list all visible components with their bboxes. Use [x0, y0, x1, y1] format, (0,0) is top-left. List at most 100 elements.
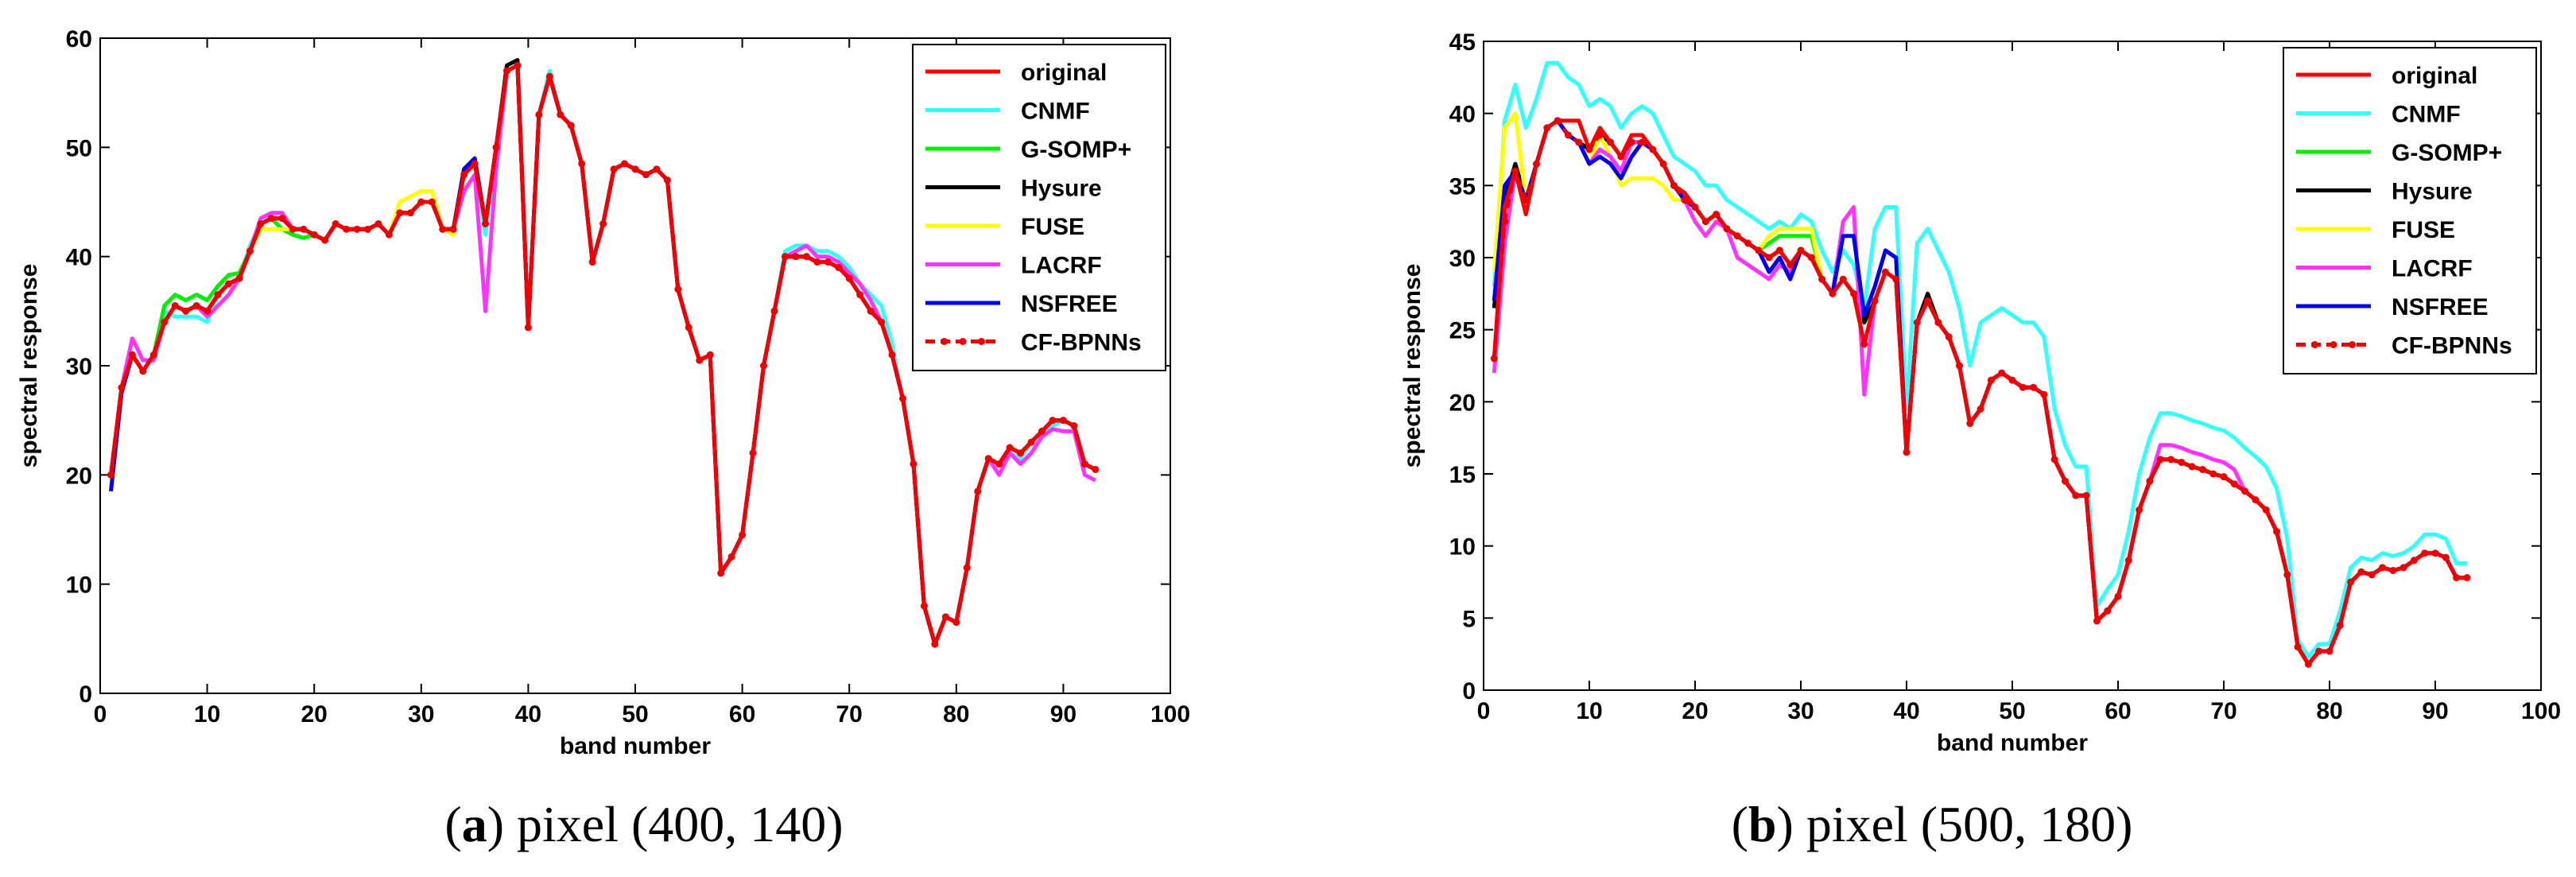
panel-b-series-cf-bpnns-marker [1966, 420, 1974, 428]
panel-b-series-cf-bpnns-marker [1490, 355, 1498, 363]
panel-b-series-cf-bpnns-marker [2273, 528, 2280, 536]
panel-a-series-cf-bpnns-marker [428, 198, 436, 206]
panel-b-series-cf-bpnns-marker [1797, 246, 1805, 254]
panel-a-x-tick-label: 100 [1150, 701, 1190, 728]
panel-b-x-tick-label: 40 [1893, 698, 1919, 724]
panel-b-x-tick-label: 70 [2210, 698, 2237, 724]
panel-b-series-cf-bpnns-marker [1829, 289, 1837, 297]
panel-a-series-cf-bpnns-marker [1038, 427, 1046, 435]
panel-a-series-cf-bpnns-marker [974, 487, 982, 495]
panel-a-series-cf-bpnns-marker [835, 263, 843, 271]
panel-a-y-tick-label: 10 [66, 572, 92, 599]
panel-b-series-cf-bpnns-marker [2230, 480, 2238, 488]
panel-b-series-cf-bpnns-marker [1691, 204, 1699, 211]
panel-b-series-cf-bpnns-marker [1892, 275, 1900, 283]
panel-a-series-cf-bpnns-marker [257, 219, 265, 227]
panel-a-series-cf-bpnns-marker [171, 301, 179, 309]
panel-a-legend-label: Hysure [1021, 176, 1102, 202]
chart-panel-b: 0 10 20 30 40 50 60 70 80 90 100 0 5 10 15 20 25 30 35 40 45… [1399, 29, 2561, 756]
panel-b-series-cf-bpnns-marker [1575, 138, 1583, 146]
panel-a-series-cf-bpnns-marker [1080, 460, 1088, 468]
panel-b-legend-label: G-SOMP+ [2392, 140, 2502, 166]
panel-a-series-cf-bpnns-marker [310, 231, 318, 239]
panel-a-series-cf-bpnns-marker [749, 449, 757, 457]
panel-a-x-tick-label: 30 [408, 701, 434, 728]
panel-b-series-cf-bpnns-marker [1554, 117, 1562, 125]
caption-b: (b) pixel (500, 180) [1731, 796, 2133, 852]
panel-b-series-cf-bpnns-marker [2252, 496, 2260, 504]
caption-b-text: pixel (500, 180) [1806, 796, 2133, 852]
caption-a-letter: a [461, 796, 487, 852]
panel-a-series-cf-bpnns-marker [514, 61, 522, 69]
panel-b-x-tick-label: 50 [1999, 698, 2025, 724]
panel-b-series-cf-bpnns-marker [1659, 160, 1667, 168]
panel-b-series-cf-bpnns-marker [2156, 456, 2164, 464]
panel-a-legend-label: CNMF [1021, 99, 1090, 125]
panel-b-y-tick-label: 35 [1449, 173, 1476, 200]
panel-b-x-tick-label: 30 [1787, 698, 1814, 724]
panel-b-legend-label: CF-BPNNs [2392, 333, 2512, 359]
panel-b-legend-label: Hysure [2392, 179, 2473, 205]
panel-a-legend-label: NSFREE [1021, 291, 1118, 317]
panel-a-x-tick-label: 50 [622, 701, 648, 728]
panel-a-y-axis-label: spectral response [16, 264, 42, 468]
panel-b-series-cf-bpnns-marker [1765, 254, 1773, 262]
panel-b-series-cf-bpnns-marker [2114, 592, 2122, 600]
panel-b-x-tick-label: 20 [1682, 698, 1708, 724]
panel-b-series-cf-bpnns-marker [2368, 571, 2376, 579]
panel-a-series-cf-bpnns-marker [557, 111, 564, 118]
panel-b-series-cf-bpnns-marker [2304, 660, 2312, 668]
panel-b-series-cf-bpnns-marker [1701, 218, 1709, 226]
panel-a-series-cf-bpnns-marker [278, 215, 286, 223]
panel-b-series-cf-bpnns-marker [1977, 405, 1984, 413]
panel-b-y-tick-label: 30 [1449, 246, 1476, 272]
panel-b-series-cf-bpnns-marker [2124, 557, 2132, 565]
panel-b-series-cf-bpnns-marker [1617, 153, 1625, 161]
panel-a-series-cf-bpnns-marker [300, 225, 308, 233]
panel-a-series-cf-bpnns-marker [235, 274, 243, 282]
panel-b-series-cf-bpnns-marker [1913, 319, 1921, 327]
panel-b-legend: original CNMF G-SOMP+ Hysure FUSE LACRF NSFREE… [2283, 47, 2537, 374]
panel-a-series-cf-bpnns-marker [792, 253, 800, 261]
panel-b-series-cf-bpnns-marker [1681, 196, 1689, 204]
panel-b-series-cf-bpnns-marker [2262, 506, 2270, 514]
panel-a-series-cf-bpnns-marker [610, 165, 618, 173]
panel-b-series-cf-bpnns-marker [2167, 456, 2174, 464]
panel-b-x-tick-label: 0 [1477, 698, 1491, 724]
panel-b-y-tick-label: 45 [1449, 29, 1476, 56]
panel-a-series-cf-bpnns-marker [118, 383, 126, 391]
panel-a-series-cf-bpnns-marker [1059, 417, 1067, 425]
panel-a-y-tick-label: 20 [66, 463, 92, 489]
panel-a-x-axis-label: band number [560, 733, 711, 759]
panel-b-x-tick-label: 100 [2521, 698, 2561, 724]
panel-a-series-cf-bpnns-marker [332, 219, 339, 227]
panel-a-series-cf-bpnns-marker [1092, 465, 1100, 473]
panel-b-series-cf-bpnns-marker [1934, 319, 1942, 327]
panel-b-series-cf-bpnns-marker [1670, 181, 1678, 189]
panel-b-series-cf-bpnns-marker [2399, 564, 2407, 572]
panel-b-series-cf-bpnns-marker [2050, 456, 2058, 464]
panel-a-series-cf-bpnns-marker [1049, 417, 1057, 425]
panel-b-series-cf-bpnns-marker [2336, 621, 2344, 629]
panel-b-y-tick-label: 15 [1449, 462, 1476, 488]
panel-b-series-cf-bpnns-marker [1627, 138, 1635, 146]
panel-a-series-cf-bpnns-marker [1070, 422, 1078, 430]
panel-b-series-cf-bpnns-marker [1522, 196, 1530, 204]
panel-a-series-cf-bpnns-marker [225, 280, 233, 288]
panel-b-series-cf-bpnns-marker [1818, 275, 1826, 283]
panel-b-series-cf-bpnns-marker [1956, 362, 1963, 370]
panel-a-series-cf-bpnns-marker [289, 225, 297, 233]
panel-a-legend-label: CF-BPNNs [1021, 330, 1142, 356]
panel-a-series-cf-bpnns-marker [439, 225, 447, 233]
panel-a-series-cf-bpnns-marker [984, 455, 992, 463]
panel-b-series-cf-bpnns-marker [2389, 566, 2397, 574]
panel-a-series-cf-bpnns-marker [878, 318, 886, 326]
panel-a-series-cf-bpnns-marker [396, 209, 404, 217]
panel-a-x-tick-label: 60 [729, 701, 755, 728]
panel-b-y-tick-label: 40 [1449, 102, 1476, 128]
panel-a-series-cf-bpnns-marker [653, 165, 661, 173]
panel-b-series-cf-bpnns-marker [1723, 225, 1731, 233]
panel-b-y-tick-label: 5 [1462, 606, 1476, 632]
panel-a-series-cf-bpnns-marker [856, 291, 864, 299]
panel-a-series-cf-bpnns-marker [599, 219, 607, 227]
